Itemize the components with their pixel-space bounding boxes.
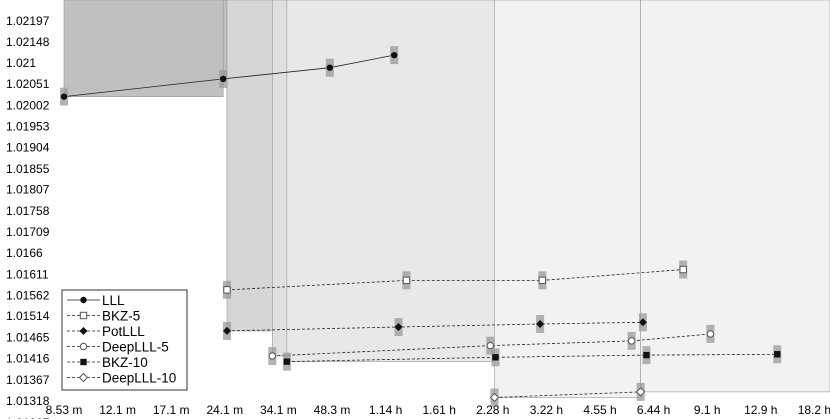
legend-label-potlll: PotLLL bbox=[102, 324, 145, 339]
y-tick-label: 1.01611 bbox=[6, 267, 49, 281]
x-tick-label: 18.2 h bbox=[798, 403, 830, 417]
point-lll bbox=[326, 64, 334, 71]
x-tick-label: 12.9 h bbox=[744, 403, 777, 417]
legend-marker-deeplll-10 bbox=[78, 372, 89, 383]
y-tick-label: 1.01807 bbox=[6, 183, 50, 197]
y-tick-label: 1.01855 bbox=[6, 162, 50, 176]
point-bkz-10 bbox=[283, 358, 291, 365]
legend-marker-lll bbox=[80, 296, 87, 304]
line-bkz-10 bbox=[286, 353, 778, 362]
legend-marker-bkz-5 bbox=[79, 311, 88, 320]
point-bkz-5 bbox=[679, 265, 687, 274]
point-deeplll-5 bbox=[706, 330, 715, 338]
point-deeplll-5 bbox=[627, 337, 636, 345]
y-tick-label: 1.01267 bbox=[6, 416, 50, 419]
x-tick-label: 4.55 h bbox=[583, 403, 616, 417]
y-tick-label: 1.01709 bbox=[6, 225, 50, 239]
x-tick-label: 12.1 m bbox=[99, 403, 136, 417]
point-lll bbox=[60, 93, 68, 100]
point-potlll bbox=[394, 323, 403, 332]
y-tick-label: 1.01318 bbox=[6, 394, 50, 408]
point-potlll bbox=[536, 320, 545, 329]
y-tick-label: 1.01562 bbox=[6, 288, 50, 302]
point-potlll bbox=[223, 326, 232, 335]
point-bkz-10 bbox=[774, 351, 781, 358]
y-tick-label: 1.01416 bbox=[6, 352, 50, 366]
x-tick-label: 6.44 h bbox=[637, 403, 670, 417]
line-deeplll-10 bbox=[494, 391, 641, 398]
y-tick-label: 1.02148 bbox=[6, 35, 50, 49]
x-tick-label: 2.28 h bbox=[476, 403, 509, 417]
point-lll bbox=[220, 75, 227, 83]
point-bkz-10 bbox=[492, 354, 499, 361]
legend-box bbox=[61, 289, 188, 391]
line-bkz-5 bbox=[226, 269, 684, 291]
y-tick-label: 1.01367 bbox=[6, 373, 50, 387]
x-tick-label: 3.22 h bbox=[530, 403, 563, 417]
legend-marker-bkz-10 bbox=[80, 358, 87, 366]
legend-label-deeplll-5: DeepLLL-5 bbox=[102, 340, 169, 355]
x-tick-label: 9.1 h bbox=[694, 403, 721, 417]
shaded-regions bbox=[63, 0, 830, 398]
region-deeplll-10 bbox=[494, 0, 641, 398]
series-markers bbox=[60, 51, 781, 403]
legend-marker-potlll bbox=[79, 327, 88, 335]
region-deeplll-10 bbox=[640, 0, 830, 393]
legend-label-bkz-10: BKZ-10 bbox=[102, 355, 148, 370]
point-deeplll-10 bbox=[635, 387, 646, 397]
y-tick-label: 1.02197 bbox=[6, 14, 50, 28]
x-tick-label: 24.1 m bbox=[206, 403, 243, 417]
x-tick-label: 1.14 h bbox=[369, 403, 402, 417]
legend-label-bkz-5: BKZ-5 bbox=[102, 309, 140, 324]
x-tick-label: 8.53 m bbox=[46, 403, 83, 417]
legend-label-deeplll-10: DeepLLL-10 bbox=[102, 371, 176, 386]
y-tick-label: 1.01465 bbox=[6, 330, 50, 344]
y-tick-label: 1.021 bbox=[6, 56, 36, 70]
y-tick-label: 1.0166 bbox=[6, 246, 43, 260]
point-bkz-5 bbox=[223, 286, 231, 294]
legend-marker-deeplll-5 bbox=[79, 342, 88, 351]
region-lll bbox=[63, 0, 224, 97]
y-tick-label: 1.02051 bbox=[6, 77, 50, 91]
x-tick-label: 34.1 m bbox=[260, 403, 297, 417]
point-deeplll-10 bbox=[489, 392, 500, 403]
y-tick-label: 1.01514 bbox=[6, 309, 50, 323]
x-axis-ticks: 8.53 m 12.1 m 17.1 m 24.1 m 34.1 m 48.3 m 1.14… bbox=[46, 403, 830, 417]
y-tick-label: 1.01758 bbox=[6, 204, 50, 218]
y-axis-ticks: 1.02197 1.02148 1.021 1.02051 1.02002 1.01953… bbox=[6, 14, 50, 419]
x-tick-label: 17.1 m bbox=[153, 403, 190, 417]
y-tick-label: 1.01953 bbox=[6, 119, 50, 133]
point-deeplll-5 bbox=[486, 341, 495, 350]
legend-label-lll: LLL bbox=[102, 293, 125, 308]
point-bkz-10 bbox=[643, 351, 650, 359]
point-potlll bbox=[638, 318, 647, 327]
point-lll bbox=[390, 51, 398, 59]
x-tick-label: 48.3 m bbox=[314, 403, 351, 417]
series-lines bbox=[63, 54, 778, 398]
y-tick-label: 1.02002 bbox=[6, 98, 50, 112]
point-bkz-5 bbox=[402, 276, 411, 285]
point-deeplll-5 bbox=[268, 352, 277, 360]
point-bkz-5 bbox=[538, 276, 547, 285]
y-tick-label: 1.01904 bbox=[6, 141, 50, 155]
x-tick-label: 1.61 h bbox=[423, 403, 456, 417]
line-potlll bbox=[226, 321, 643, 332]
line-lll bbox=[63, 54, 395, 97]
